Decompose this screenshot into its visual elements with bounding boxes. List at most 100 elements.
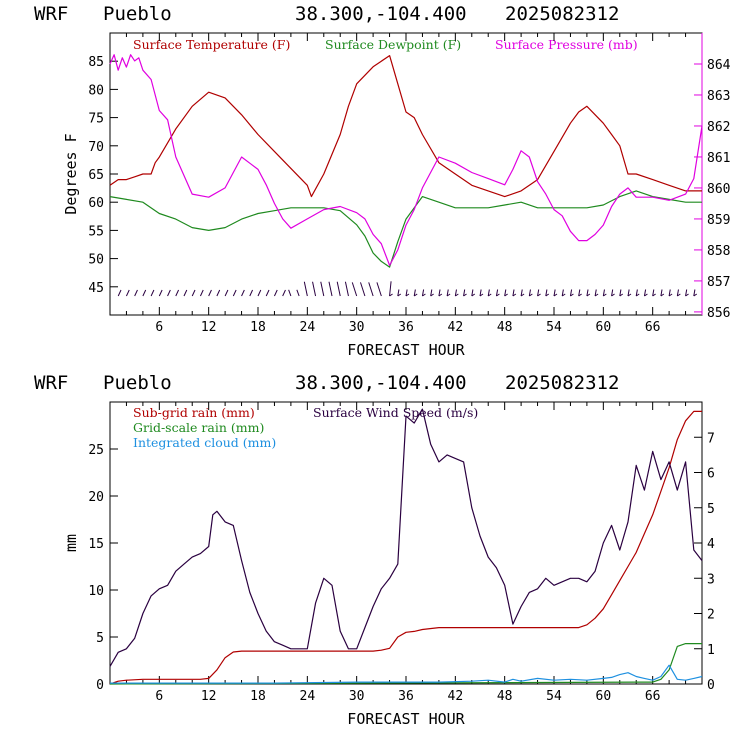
wind-barb [134, 289, 138, 297]
wind-barb [553, 289, 556, 297]
legend-dewpoint: Surface Dewpoint (F) [325, 37, 461, 52]
wind-barb [405, 289, 408, 297]
wind-barb [175, 289, 180, 297]
p1-xtick-label: 48 [497, 320, 513, 335]
p1-ytick-left-label: 60 [88, 196, 104, 211]
p2-ytick-right-label: 4 [707, 537, 715, 552]
wind-barb [273, 289, 278, 297]
p2-ytick-right-label: 6 [707, 467, 715, 482]
wind-barb [389, 281, 392, 297]
p1-xtick-label: 30 [349, 320, 365, 335]
p1-ytick-left-label: 70 [88, 140, 104, 155]
wind-barb [495, 289, 499, 297]
panel1-run: 2025082312 [505, 3, 619, 25]
legend-temperature: Surface Temperature (F) [133, 37, 290, 52]
wind-barb [438, 289, 441, 297]
wind-barb-flag [578, 293, 582, 297]
wind-barb [191, 289, 196, 297]
p2-series-grid-scale-rain-mm [109, 642, 702, 685]
wind-barb-flag [619, 293, 624, 297]
wind-barb [635, 289, 638, 297]
wind-barb [569, 289, 573, 297]
p1-xtick-label: 6 [155, 320, 163, 335]
wind-barb [360, 282, 366, 297]
wind-barb [537, 289, 540, 297]
wind-barb-flag [479, 293, 484, 297]
wind-barb-flag [430, 293, 434, 297]
p1-series-surface-dewpoint-f [109, 190, 702, 268]
wind-barb-flag [413, 293, 418, 297]
p2-ytick-right-label: 3 [707, 572, 715, 587]
p1-series-surface-pressure-mb [109, 54, 703, 266]
wind-barb-flag [397, 293, 402, 297]
panel2-model: WRF [34, 372, 68, 394]
wind-barb-flag [446, 293, 451, 297]
wind-barb [125, 289, 130, 297]
panel1-header: WRF Pueblo 38.300,-104.400 2025082312 [34, 3, 619, 25]
wind-barb [208, 289, 212, 297]
p2-ytick-left-label: 25 [88, 443, 104, 458]
p1-ytick-right-label: 862 [707, 120, 730, 135]
p2-xtick-label: 54 [546, 689, 562, 704]
wind-barb-flag [463, 293, 467, 297]
legend-cloud: Integrated cloud (mm) [133, 435, 276, 450]
wind-barb [479, 289, 482, 297]
panel2-series [109, 408, 703, 685]
wind-barb-flag [438, 293, 443, 297]
p2-ytick-right-label: 0 [707, 678, 715, 693]
wind-barb [183, 289, 188, 297]
p1-ytick-right-label: 856 [707, 306, 730, 321]
p2-ytick-left-label: 15 [88, 537, 104, 552]
p1-xtick-label: 42 [448, 320, 464, 335]
p1-xtick-label: 60 [596, 320, 612, 335]
p1-series-surface-temperature-f [109, 54, 702, 198]
wind-barb-flag [677, 293, 681, 297]
wind-barb-flag [553, 293, 558, 297]
wind-barb-flag [529, 293, 533, 297]
p1-ytick-left-label: 45 [88, 281, 104, 296]
wind-barb [430, 289, 433, 297]
wind-barb [693, 289, 696, 297]
legend-gridscale-rain: Grid-scale rain (mm) [133, 420, 264, 435]
p1-xtick-label: 24 [300, 320, 316, 335]
wind-barb [454, 289, 457, 297]
wind-barb [643, 289, 647, 297]
p1-xtick-label: 66 [645, 320, 661, 335]
wind-barb-flag [561, 293, 566, 297]
panel2-run: 2025082312 [505, 372, 619, 394]
wind-barb [336, 281, 341, 297]
wind-barb [685, 289, 688, 297]
wind-barb [312, 281, 317, 297]
p1-ytick-right-label: 864 [707, 58, 731, 73]
p1-xtick-label: 12 [201, 320, 217, 335]
panel1-xlabel: FORECAST HOUR [347, 341, 465, 359]
p1-ytick-right-label: 863 [707, 89, 730, 104]
panel1-model: WRF [34, 3, 68, 25]
wind-barb [296, 289, 300, 297]
p2-ytick-right-label: 1 [707, 643, 715, 658]
wind-barb [471, 289, 474, 297]
wind-barb-flag [644, 293, 648, 297]
p2-ytick-right-label: 2 [707, 608, 715, 623]
wind-barb-flag [693, 293, 698, 297]
p2-xtick-label: 6 [155, 689, 163, 704]
wind-barb-flag [594, 293, 599, 297]
wind-barb [282, 289, 286, 297]
panel2-station: Pueblo [103, 372, 172, 394]
wind-barb-flag [570, 293, 574, 297]
wind-barb-flag [512, 293, 517, 297]
wind-barb [512, 289, 515, 297]
wind-barb [504, 289, 507, 297]
wind-barb-flag [496, 293, 500, 297]
wind-barb-flag [405, 293, 410, 297]
wind-barb [586, 289, 589, 297]
wind-barb [150, 289, 155, 297]
wind-barb-flag [668, 293, 673, 297]
panel1-series [109, 54, 703, 268]
wind-barb [619, 289, 622, 297]
p2-series-integrated-cloud-mm [110, 664, 703, 684]
wind-barb [288, 289, 292, 297]
wind-barb-flag [627, 293, 632, 297]
wind-barb [257, 289, 262, 297]
